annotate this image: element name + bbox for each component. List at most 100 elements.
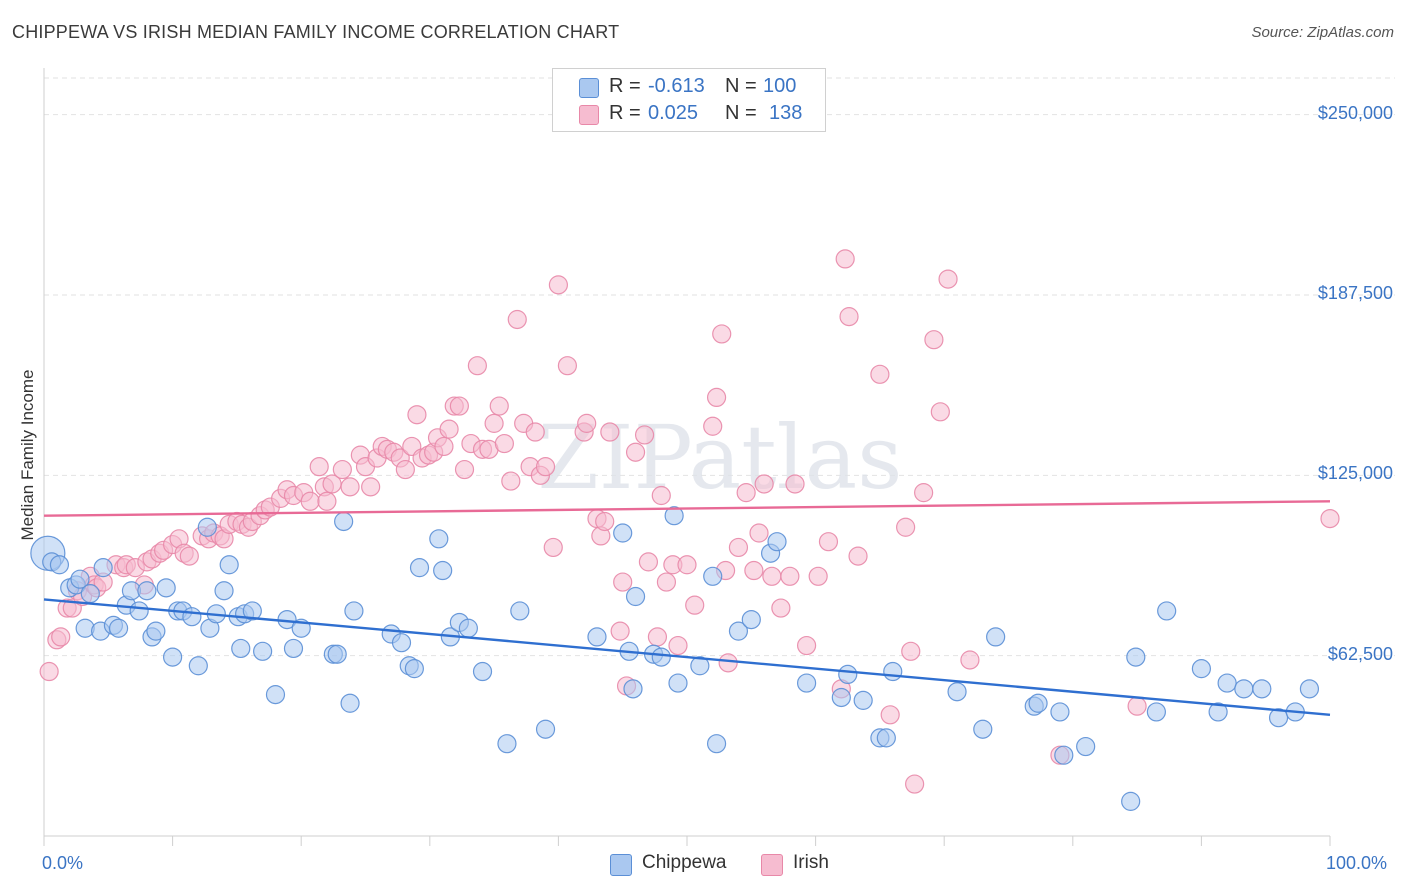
chippewa-point	[973, 719, 993, 739]
legend-label: Chippewa	[642, 852, 727, 873]
chippewa-point	[767, 532, 787, 552]
chippewa-point	[728, 621, 749, 641]
chippewa-point	[433, 560, 453, 581]
irish-point	[395, 459, 415, 480]
y-tick-label: $125,000	[1317, 463, 1393, 484]
x-tick-label-max: 100.0%	[1326, 853, 1388, 873]
chippewa-point	[1252, 679, 1272, 699]
legend-row-irish: R = 0.025 N = 138	[553, 101, 825, 127]
irish-point	[317, 491, 337, 511]
chippewa-point	[163, 647, 183, 667]
chippewa-point	[587, 627, 607, 647]
chippewa-point	[80, 584, 100, 604]
irish-point	[439, 419, 459, 439]
chippewa-point	[690, 656, 710, 676]
chippewa-point	[796, 673, 817, 693]
irish-point	[595, 511, 615, 532]
chippewa-point	[344, 601, 364, 621]
n-label: N =	[725, 102, 757, 124]
chippewa-trend-line	[43, 598, 1331, 717]
n-value: 100	[763, 75, 797, 97]
irish-point	[1320, 508, 1340, 529]
chippewa-point	[664, 506, 684, 526]
irish-point	[449, 396, 469, 416]
irish-point	[870, 364, 890, 384]
irish-points	[39, 249, 1340, 794]
irish-point	[848, 546, 868, 566]
r-value: 0.025	[648, 102, 699, 124]
irish-point	[656, 572, 677, 592]
chippewa-point	[625, 586, 646, 607]
chippewa-point	[668, 673, 688, 693]
chippewa-point	[1126, 647, 1146, 667]
chippewa-point	[831, 687, 851, 708]
chippewa-point	[838, 664, 858, 685]
chippewa-point	[1146, 702, 1166, 722]
chippewa-point	[283, 638, 304, 659]
chippewa-point	[146, 621, 166, 641]
irish-point	[634, 425, 655, 445]
irish-point	[300, 491, 320, 511]
chippewa-point	[429, 529, 449, 549]
chippewa-points	[30, 506, 1320, 811]
irish-point	[535, 457, 556, 477]
chippewa-point	[129, 601, 149, 621]
irish-point	[361, 477, 381, 497]
chippewa-point	[182, 607, 202, 627]
chippewa-point	[947, 682, 967, 702]
irish-point	[905, 774, 925, 794]
irish-point	[501, 471, 521, 491]
irish-point	[703, 416, 723, 436]
irish-point	[454, 459, 475, 480]
irish-point	[796, 635, 817, 656]
irish-swatch	[579, 105, 599, 125]
irish-point	[728, 537, 749, 558]
irish-point	[808, 566, 828, 586]
axes	[43, 68, 1331, 846]
irish-point	[577, 413, 597, 433]
irish-point	[543, 537, 563, 558]
r-label: R =	[609, 102, 641, 124]
chippewa-point	[265, 685, 286, 705]
irish-point	[39, 661, 59, 682]
chippewa-point	[853, 690, 873, 710]
y-tick-label: $62,500	[1327, 643, 1393, 664]
chippewa-point	[535, 719, 556, 739]
chippewa-swatch	[579, 78, 599, 98]
irish-point	[489, 396, 509, 416]
x-tick-label-min: 0.0%	[42, 853, 84, 873]
r-value: -0.613	[648, 75, 705, 97]
chippewa-point	[327, 644, 347, 664]
irish-point	[613, 572, 633, 592]
r-label: R =	[609, 75, 641, 97]
irish-point	[668, 635, 688, 656]
irish-point	[600, 422, 620, 442]
legend-row-chippewa: R = -0.613 N = 100	[553, 74, 825, 100]
irish-point	[610, 621, 630, 641]
irish-point	[924, 330, 944, 350]
chippewa-point	[1191, 659, 1212, 679]
chippewa-point	[876, 728, 896, 748]
irish-point	[651, 485, 671, 506]
chippewa-point	[219, 555, 239, 575]
irish-point	[677, 555, 697, 575]
chippewa-point	[741, 609, 761, 630]
chippewa-point	[497, 734, 517, 754]
irish-point	[407, 405, 427, 425]
chippewa-point	[231, 638, 251, 659]
irish-point	[179, 546, 199, 566]
chippewa-point	[1121, 791, 1141, 811]
chippewa-point	[1208, 702, 1228, 722]
chippewa-point	[510, 601, 530, 621]
chippewa-point	[108, 618, 129, 638]
chippewa-point	[1268, 708, 1289, 728]
chippewa-point	[242, 601, 262, 621]
chippewa-point	[1299, 679, 1320, 699]
chippewa-point	[391, 633, 412, 653]
chippewa-point	[49, 555, 70, 575]
chippewa-point	[70, 569, 90, 589]
irish-point	[901, 641, 921, 661]
chippewa-point	[1050, 702, 1070, 722]
chippewa-point	[214, 581, 234, 601]
